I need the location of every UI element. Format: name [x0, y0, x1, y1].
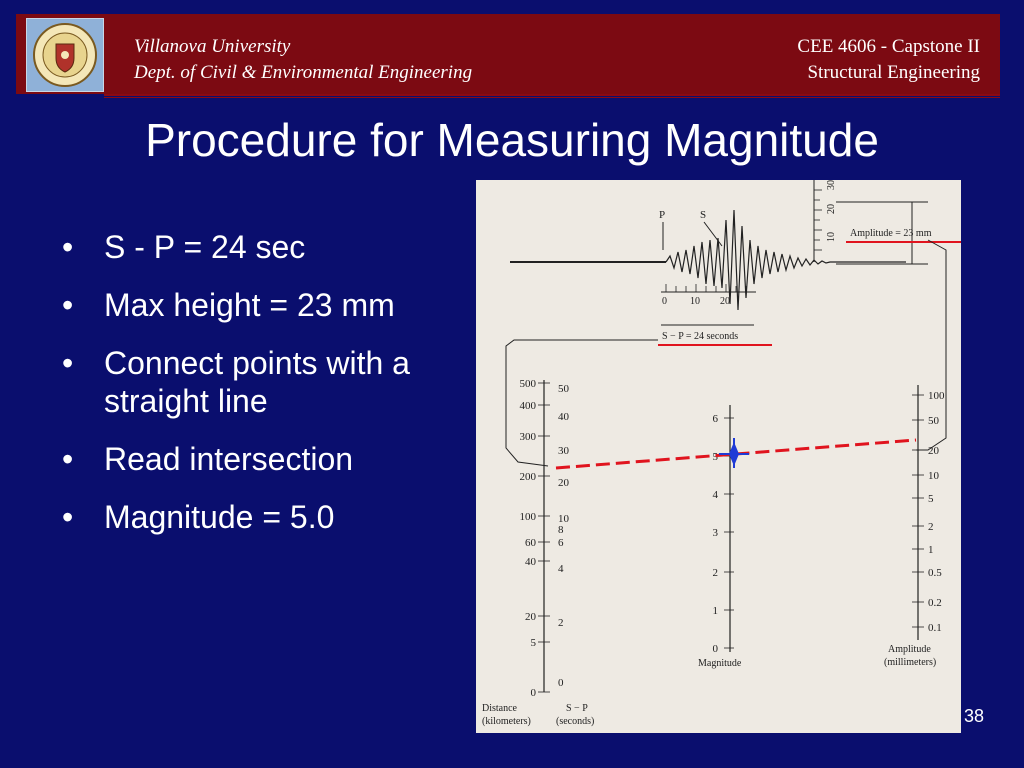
bullet-text: Connect points with a straight line [104, 345, 410, 419]
seal-icon [33, 23, 97, 87]
distance-tick-label: 200 [520, 471, 537, 483]
sp-tick-label: 50 [558, 383, 570, 395]
distance-tick-label: 0 [531, 687, 537, 699]
time-scale-ticks [665, 284, 747, 292]
amplitude-tick-label: 50 [928, 415, 940, 427]
magnitude-tick-label: 3 [713, 527, 719, 539]
distance-tick-label: 100 [520, 511, 537, 523]
amplitude-scale: 100 50 20 10 5 2 1 0.5 0.2 0.1 Amplitude… [884, 385, 945, 668]
amplitude-ticks [912, 394, 924, 628]
p-wave-label: P [659, 209, 665, 221]
distance-tick-label: 300 [520, 431, 537, 443]
amplitude-tick-label: 10 [928, 470, 940, 482]
distance-tick-label: 60 [525, 537, 537, 549]
magnitude-tick-label: 6 [713, 413, 719, 425]
intersection-marker-icon [719, 438, 749, 468]
department-name: Dept. of Civil & Environmental Engineeri… [134, 62, 473, 83]
amplitude-tick-label: 0.5 [928, 567, 942, 579]
magnitude-tick-label: 4 [713, 489, 719, 501]
distance-tick-label: 400 [520, 400, 537, 412]
magnitude-axis-title: Magnitude [698, 658, 742, 669]
bullet-dot-icon: • [62, 229, 74, 265]
sp-tick-label: 6 [558, 537, 564, 549]
distance-sp-scale: 500 400 300 200 100 60 40 20 5 0 50 40 3… [482, 378, 594, 727]
amp-scale-ticks [814, 189, 822, 251]
bullet-text: Magnitude = 5.0 [104, 499, 335, 535]
subject-name: Structural Engineering [807, 62, 980, 83]
magnitude-tick-label: 2 [713, 567, 719, 579]
sp-axis-title: S − P [566, 703, 588, 714]
amplitude-tick-label: 20 [928, 445, 940, 457]
s-wave-label: S [700, 209, 706, 221]
institution-name: Villanova University [134, 36, 291, 57]
amplitude-annotation: Amplitude = 23 mm [850, 228, 932, 239]
sp-tick-label: 0 [558, 677, 564, 689]
header-right-text: CEE 4606 - Capstone II Structural Engine… [797, 34, 980, 86]
distance-axis-title: Distance [482, 703, 518, 714]
magnitude-scale: 6 5 4 3 2 1 0 Magnitude [698, 405, 742, 669]
sp-tick-label: 10 [558, 513, 570, 525]
bullet-item: • Read intersection [62, 440, 472, 478]
sp-tick-label: 40 [558, 411, 570, 423]
seismic-wave [665, 209, 906, 311]
header-banner: Villanova University Dept. of Civil & En… [16, 14, 1000, 94]
slide-title: Procedure for Measuring Magnitude [145, 114, 879, 166]
bullet-dot-icon: • [62, 287, 74, 323]
amplitude-tick-label: 1 [928, 544, 934, 556]
time-tick-label: 20 [720, 296, 730, 307]
magnitude-tick-label: 1 [713, 605, 719, 617]
magnitude-tick-label: 0 [713, 643, 719, 655]
amp-tick-label: 30 [826, 180, 837, 190]
amp-tick-label: 20 [826, 204, 837, 214]
magnitude-tick-label: 5 [713, 451, 719, 463]
sp-tick-label: 8 [558, 524, 564, 536]
bullet-text: Read intersection [104, 441, 354, 477]
amplitude-tick-label: 0.2 [928, 597, 942, 609]
header-divider-thin [104, 97, 1000, 98]
s-arrow [703, 221, 723, 247]
sp-tick-label: 4 [558, 563, 564, 575]
distance-ticks [538, 382, 550, 693]
amplitude-tick-label: 0.1 [928, 622, 942, 634]
distance-tick-label: 500 [520, 378, 537, 390]
amplitude-axis-title: Amplitude [888, 644, 931, 655]
course-name: CEE 4606 - Capstone II [797, 36, 980, 57]
bullet-item: • Connect points with a straight line [62, 344, 472, 420]
magnitude-nomogram-figure: P S 0 10 20 S − P = 24 seconds [476, 180, 961, 733]
bullet-item: • Max height = 23 mm [62, 286, 472, 324]
bullet-dot-icon: • [62, 345, 74, 381]
time-tick-label: 10 [690, 296, 700, 307]
bullet-text: Max height = 23 mm [104, 287, 395, 323]
university-seal-logo [26, 18, 104, 92]
bullet-dot-icon: • [62, 499, 74, 535]
page-number: 38 [964, 706, 985, 726]
distance-tick-label: 20 [525, 611, 537, 623]
amplitude-tick-label: 2 [928, 521, 934, 533]
amp-tick-label: 10 [826, 232, 837, 242]
seismogram: P S 0 10 20 S − P = 24 seconds [510, 180, 961, 346]
time-tick-label: 0 [662, 296, 667, 307]
amplitude-tick-label: 5 [928, 493, 934, 505]
header-left-text: Villanova University Dept. of Civil & En… [134, 34, 472, 86]
sp-connector-arrow [505, 339, 658, 467]
amplitude-axis-unit: (millimeters) [884, 657, 936, 668]
sp-axis-unit: (seconds) [556, 716, 594, 727]
header-divider [104, 94, 1000, 96]
sp-tick-label: 2 [558, 617, 564, 629]
sp-annotation: S − P = 24 seconds [662, 331, 738, 342]
bullet-text: S - P = 24 sec [104, 229, 306, 265]
sp-tick-label: 20 [558, 477, 570, 489]
amplitude-tick-label: 100 [928, 390, 945, 402]
distance-axis-unit: (kilometers) [482, 716, 531, 727]
bullet-dot-icon: • [62, 441, 74, 477]
distance-tick-label: 40 [525, 556, 537, 568]
nomogram-diagram: P S 0 10 20 S − P = 24 seconds [482, 180, 961, 727]
sp-tick-label: 30 [558, 445, 570, 457]
distance-tick-label: 5 [531, 637, 537, 649]
bullet-item: • Magnitude = 5.0 [62, 498, 472, 536]
bullet-list: • S - P = 24 sec • Max height = 23 mm • Con… [62, 228, 472, 556]
bullet-item: • S - P = 24 sec [62, 228, 472, 266]
